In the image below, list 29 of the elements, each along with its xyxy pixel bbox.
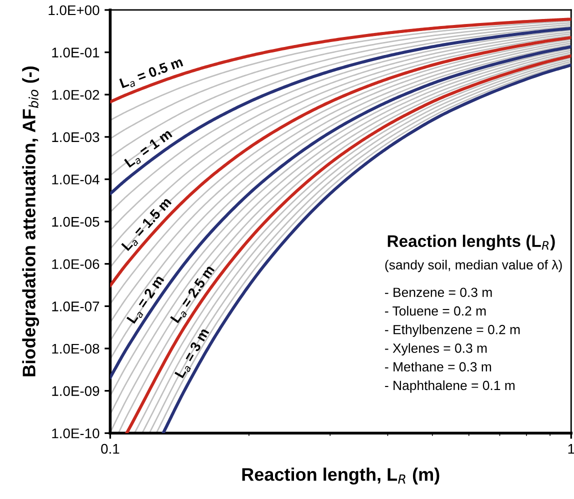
text: L$_{a}$ = 2.5 m (170, 264, 217, 325)
annotation: - Methane = 0.3 m (385, 362, 492, 372)
annotation: (sandy soil, median value of λ) (385, 260, 562, 272)
annotation: - Toluene = 0.2 m (385, 306, 486, 316)
y-tick-label: 1.0E-09 (52, 386, 100, 396)
y-tick-label: 1.0E-10 (52, 428, 100, 438)
annotation: - Xylenes = 0.3 m (385, 343, 487, 356)
annotation: - Ethylbenzene = 0.2 m (385, 324, 520, 337)
annotation: Reaction lenghts (L$_{R}$) (388, 234, 555, 250)
y-tick-label: 1.0E+00 (48, 5, 100, 16)
y-tick-label: 1.0E-08 (52, 344, 100, 354)
annotation: - Naphthalene = 0.1 m (385, 380, 515, 393)
text: L$_{a}$ = 1 m (124, 128, 174, 170)
text: L$_{a}$ = 2 m (126, 274, 166, 326)
y-tick-label: 1.0E-05 (52, 216, 100, 227)
text: L$_{a}$ = 0.5 m (119, 56, 184, 90)
y-tick-label: 1.0E-03 (52, 132, 100, 142)
annotation: - Benzene = 0.3 m (385, 288, 492, 298)
y-tick-label: 1.0E-01 (52, 48, 100, 58)
x-axis-title: Reaction length, L$_{R}$ (m) (242, 468, 440, 485)
y-tick-label: 1.0E-04 (52, 174, 100, 184)
x-tick-label: 1 (568, 444, 574, 454)
text: L$_{a}$ = 1.5 m (121, 196, 174, 253)
y-tick-label: 1.0E-07 (52, 302, 100, 312)
y-tick-label: 1.0E-06 (52, 259, 100, 270)
y-tick-label: 1.0E-02 (52, 90, 100, 100)
x-tick-label: 0.1 (101, 444, 120, 454)
y-axis-title: Biodegradation attenuation, AF$_{bio}$ (-) (22, 66, 40, 376)
text: L$_{a}$ = 3 m (174, 328, 212, 380)
